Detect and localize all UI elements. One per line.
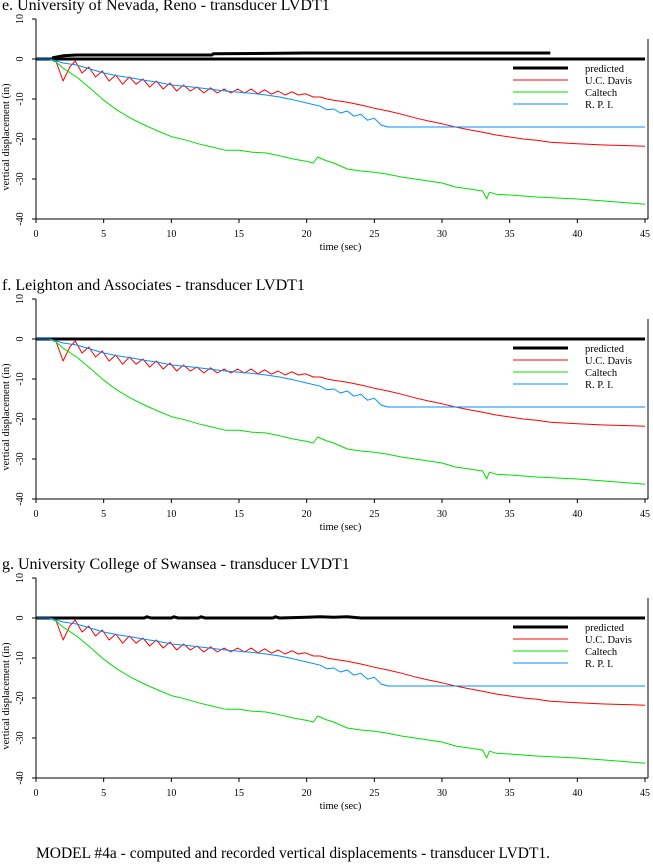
y-tick-label: 0 <box>15 616 26 621</box>
x-tick-label: 30 <box>437 788 447 799</box>
legend-label: R. P. I. <box>585 380 613 391</box>
series-line-u-c-davis <box>36 58 646 147</box>
x-tick-label: 30 <box>437 509 447 520</box>
x-tick-label: 15 <box>234 788 244 799</box>
y-tick-label: -40 <box>15 492 26 505</box>
x-axis-label: time (sec) <box>320 522 362 533</box>
x-tick-label: 5 <box>101 788 106 799</box>
legend-label: U.C. Davis <box>585 76 632 87</box>
y-tick-label: -20 <box>15 132 26 145</box>
x-tick-label: 25 <box>369 509 379 520</box>
series-line-predicted <box>51 51 551 60</box>
x-tick-label: 10 <box>166 509 176 520</box>
y-axis-label: vertical displacement (in) <box>1 642 12 750</box>
y-tick-label: 10 <box>15 573 26 583</box>
x-tick-label: 15 <box>234 229 244 240</box>
x-tick-label: 5 <box>101 229 106 240</box>
chart-f: 10 0 -10 -20 -30 -40 0 5 10 15 20 25 30 35 40 45 time (s… <box>1 294 650 533</box>
legend-label: predicted <box>585 344 625 355</box>
legend-label: R. P. I. <box>585 100 613 111</box>
x-tick-label: 10 <box>166 229 176 240</box>
x-tick-label: 20 <box>302 229 312 240</box>
x-tick-label: 30 <box>437 229 447 240</box>
x-tick-label: 45 <box>640 229 650 240</box>
chart-panel-g: 10 0 -10 -20 -30 -40 0 5 10 15 20 25 30 35 40 45 time (s… <box>0 556 653 839</box>
chart-e: 10 0 -10 -20 -30 -40 0 5 10 15 20 25 30 35 40 45 time (s… <box>1 14 650 253</box>
legend-label: Caltech <box>585 88 618 99</box>
x-tick-label: 0 <box>34 788 39 799</box>
legend-label: U.C. Davis <box>585 356 632 367</box>
y-tick-label: -20 <box>15 412 26 425</box>
y-tick-label: 0 <box>15 57 26 62</box>
y-tick-label: 0 <box>15 337 26 342</box>
legend-label: predicted <box>585 623 625 634</box>
legend-label: Caltech <box>585 647 618 658</box>
x-tick-label: 20 <box>302 509 312 520</box>
y-axis-label: vertical displacement (in) <box>1 83 12 191</box>
y-tick-label: -40 <box>15 212 26 225</box>
legend-label: Caltech <box>585 368 618 379</box>
y-tick-label: -30 <box>15 452 26 465</box>
series-line-predicted <box>36 615 645 620</box>
y-tick-label: 10 <box>15 294 26 304</box>
x-tick-label: 0 <box>34 509 39 520</box>
y-tick-label: -10 <box>15 92 26 105</box>
y-tick-label: -10 <box>15 372 26 385</box>
x-tick-label: 25 <box>369 229 379 240</box>
legend-label: U.C. Davis <box>585 635 632 646</box>
x-tick-label: 15 <box>234 509 244 520</box>
chart-title: g. University College of Swansea - trans… <box>2 556 350 573</box>
legend-label: predicted <box>585 64 625 75</box>
y-tick-label: -30 <box>15 172 26 185</box>
chart-panel-e: 10 0 -10 -20 -30 -40 0 5 10 15 20 25 30 35 40 45 time (s… <box>0 0 653 280</box>
x-tick-label: 25 <box>369 788 379 799</box>
series-line-caltech <box>36 617 646 764</box>
chart-panel-f: 10 0 -10 -20 -30 -40 0 5 10 15 20 25 30 35 40 45 time (s… <box>0 277 653 560</box>
series-line-caltech <box>36 338 646 485</box>
x-tick-label: 40 <box>572 788 582 799</box>
series-line-caltech <box>36 58 646 205</box>
series-line-r-p-i <box>36 338 645 408</box>
x-tick-label: 45 <box>640 509 650 520</box>
y-tick-label: -40 <box>15 771 26 784</box>
x-tick-label: 0 <box>34 229 39 240</box>
x-tick-label: 40 <box>572 509 582 520</box>
x-tick-label: 35 <box>505 788 515 799</box>
figure-caption: MODEL #4a - computed and recorded vertic… <box>36 845 551 862</box>
y-tick-label: -10 <box>15 651 26 664</box>
x-axis-label: time (sec) <box>320 801 362 812</box>
x-tick-label: 35 <box>505 229 515 240</box>
y-tick-label: -30 <box>15 731 26 744</box>
y-tick-label: 10 <box>15 14 26 24</box>
x-tick-label: 45 <box>640 788 650 799</box>
legend-label: R. P. I. <box>585 659 613 670</box>
series-line-u-c-davis <box>36 338 646 427</box>
series-line-u-c-davis <box>36 617 646 706</box>
series-line-r-p-i <box>36 617 645 687</box>
x-tick-label: 35 <box>505 509 515 520</box>
series-line-r-p-i <box>36 58 645 128</box>
x-axis-label: time (sec) <box>320 242 362 253</box>
x-tick-label: 20 <box>302 788 312 799</box>
y-axis-label: vertical displacement (in) <box>1 363 12 471</box>
x-tick-label: 5 <box>101 509 106 520</box>
y-tick-label: -20 <box>15 691 26 704</box>
chart-g: 10 0 -10 -20 -30 -40 0 5 10 15 20 25 30 35 40 45 time (s… <box>1 573 650 812</box>
chart-title: f. Leighton and Associates - transducer … <box>2 277 305 294</box>
x-tick-label: 40 <box>572 229 582 240</box>
chart-title: e. University of Nevada, Reno - transduc… <box>2 0 330 14</box>
x-tick-label: 10 <box>166 788 176 799</box>
